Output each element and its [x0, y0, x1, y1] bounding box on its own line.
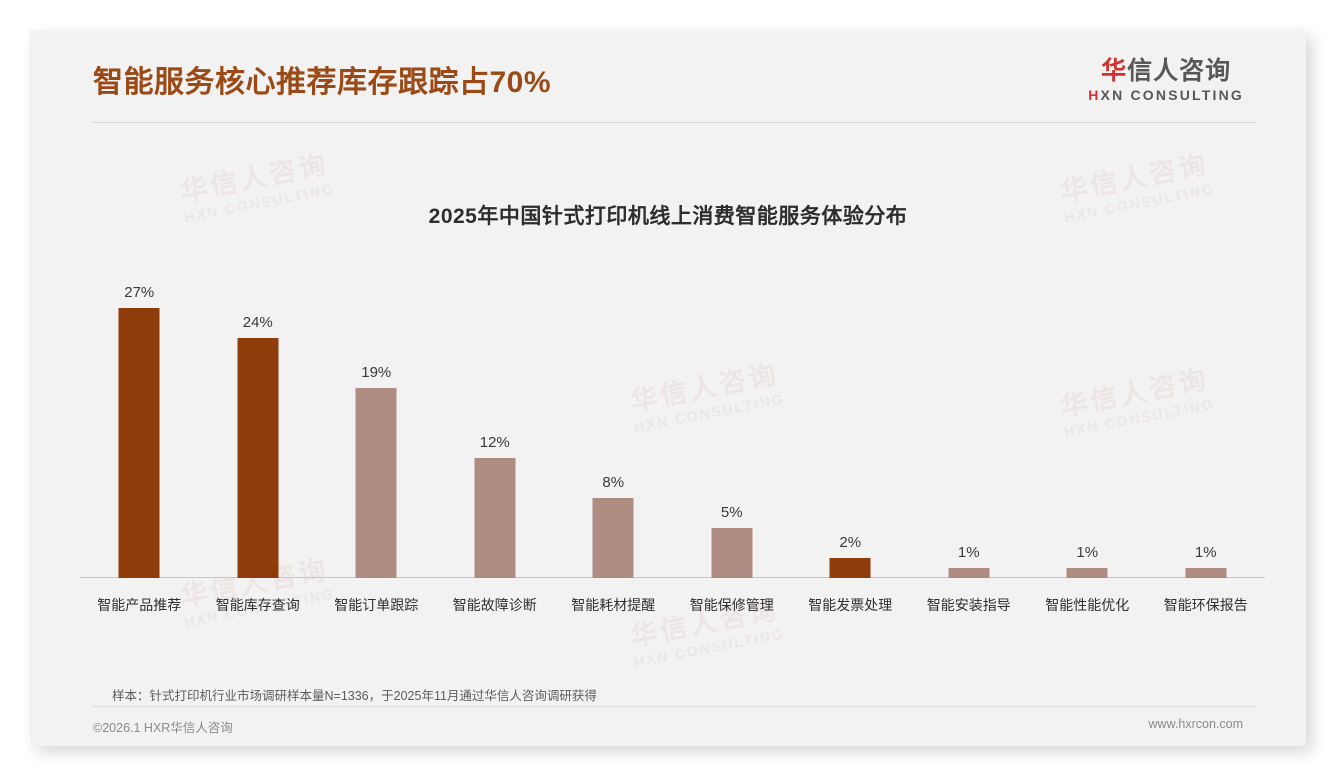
bar-group: 2% 智能发票处理: [791, 278, 910, 613]
bar-value-label: 12%: [479, 434, 510, 451]
bar-group: 27% 智能产品推荐: [80, 278, 199, 613]
logo-cn-rest: 信人咨询: [1127, 57, 1232, 85]
category-label: 智能性能优化: [1045, 597, 1130, 613]
category-label: 智能订单跟踪: [334, 597, 419, 613]
category-label: 智能发票处理: [808, 597, 893, 613]
bar-group: 24% 智能库存查询: [199, 278, 318, 613]
logo-en-rest: XN CONSULTING: [1100, 87, 1244, 104]
bar: 12%: [474, 434, 516, 578]
bar: 8%: [592, 474, 634, 578]
header-divider: [92, 122, 1257, 123]
category-label: 智能库存查询: [215, 597, 300, 613]
watermark-cn: 华信人咨询: [178, 149, 332, 208]
category-label: 智能安装指导: [926, 597, 1011, 613]
bar-value-label: 24%: [242, 314, 273, 331]
bar-group: 1% 智能安装指导: [910, 278, 1029, 613]
bar-value-label: 8%: [602, 474, 625, 491]
logo-en-highlight: H: [1088, 87, 1101, 104]
category-label: 智能环保报告: [1163, 597, 1248, 613]
category-label: 智能故障诊断: [452, 597, 537, 613]
bar-group: 1% 智能性能优化: [1028, 278, 1147, 613]
chart-footnote: 样本：针式打印机行业市场调研样本量N=1336，于2025年11月通过华信人咨询…: [112, 689, 597, 703]
bar-group: 5% 智能保修管理: [673, 278, 792, 613]
bar: 1%: [1066, 544, 1108, 578]
page-title: 智能服务核心推荐库存跟踪占70%: [93, 66, 552, 99]
bar-group: 1% 智能环保报告: [1147, 278, 1266, 613]
slide-card: 智能服务核心推荐库存跟踪占70% 华信人咨询 HXN CONSULTING 华信…: [30, 30, 1306, 746]
category-label: 智能产品推荐: [97, 597, 182, 613]
bar: 27%: [118, 284, 160, 578]
chart-title: 2025年中国针式打印机线上消费智能服务体验分布: [428, 205, 908, 228]
bar-value-label: 2%: [839, 534, 862, 551]
bar: 1%: [948, 544, 990, 578]
bar-value-label: 27%: [124, 284, 155, 301]
bar-value-label: 1%: [1194, 544, 1217, 561]
watermark-cn: 华信人咨询: [1058, 149, 1212, 208]
logo-english-text: HXN CONSULTING: [1088, 87, 1244, 103]
bar: 19%: [355, 364, 397, 578]
bar-value-label: 19%: [361, 364, 392, 381]
bar: 2%: [829, 534, 871, 578]
footer-divider: [92, 706, 1257, 707]
bar: 1%: [1185, 544, 1227, 578]
x-axis-line: [80, 577, 1265, 578]
logo-cn-highlight: 华: [1101, 57, 1128, 85]
company-logo: 华信人咨询 HXN CONSULTING: [1088, 58, 1244, 103]
slide-header: 智能服务核心推荐库存跟踪占70% 华信人咨询 HXN CONSULTING: [30, 30, 1306, 123]
bar: 24%: [237, 314, 279, 578]
website-text: www.hxrcon.com: [1148, 717, 1243, 731]
bar-value-label: 5%: [720, 504, 743, 521]
bar: 5%: [711, 504, 753, 578]
slide-footer: ©2026.1 HXR华信人咨询 www.hxrcon.com: [30, 712, 1306, 746]
category-label: 智能保修管理: [689, 597, 774, 613]
chart-container: 华信人咨询 HXN CONSULTING 华信人咨询 HXN CONSULTIN…: [30, 130, 1306, 670]
category-label: 智能耗材提醒: [571, 597, 656, 613]
copyright-text: ©2026.1 HXR华信人咨询: [93, 721, 233, 735]
bar-chart-plot: 27% 智能产品推荐 24% 智能库存查询 19% 智能订单跟踪 12% 智能故障诊断 8% 智能…: [80, 270, 1265, 640]
bar-group: 8% 智能耗材提醒: [554, 278, 673, 613]
bar-value-label: 1%: [1076, 544, 1099, 561]
bar-group: 19% 智能订单跟踪: [317, 278, 436, 613]
bar-value-label: 1%: [957, 544, 980, 561]
logo-chinese-text: 华信人咨询: [1088, 58, 1244, 84]
bar-group: 12% 智能故障诊断: [436, 278, 555, 613]
